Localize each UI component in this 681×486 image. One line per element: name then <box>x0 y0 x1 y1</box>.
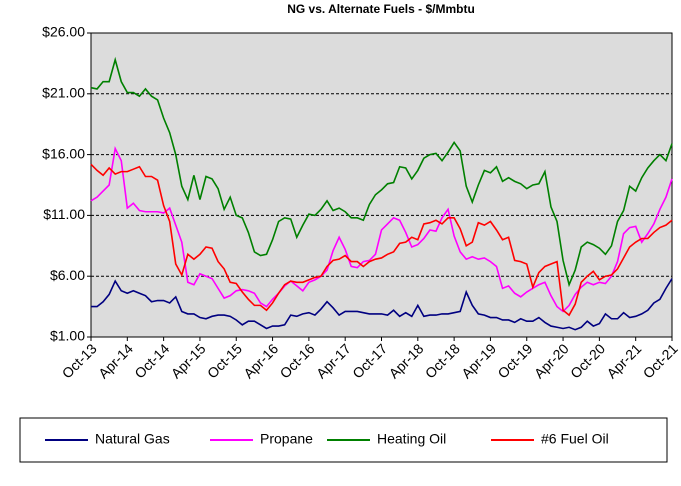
chart-title: NG vs. Alternate Fuels - $/Mmbtu <box>287 2 475 16</box>
x-tick-label: Apr-17 <box>313 340 354 381</box>
x-tick-label: Oct-16 <box>277 340 318 381</box>
x-tick-label: Oct-18 <box>422 340 463 381</box>
y-tick-label: $16.00 <box>42 145 85 161</box>
legend-label: #6 Fuel Oil <box>541 431 609 447</box>
x-tick-label: Oct-15 <box>204 340 245 381</box>
legend-label: Heating Oil <box>377 431 446 447</box>
legend-label: Propane <box>260 431 313 447</box>
y-tick-label: $6.00 <box>50 267 85 283</box>
x-tick-label: Oct-21 <box>640 340 681 381</box>
y-tick-label: $1.00 <box>50 328 85 344</box>
x-tick-label: Apr-20 <box>531 340 572 381</box>
x-tick-label: Oct-13 <box>59 340 100 381</box>
x-tick-label: Apr-21 <box>603 340 644 381</box>
y-tick-label: $26.00 <box>42 24 85 40</box>
y-tick-label: $11.00 <box>43 206 85 222</box>
x-tick-label: Oct-14 <box>131 340 172 381</box>
x-tick-label: Apr-14 <box>95 340 136 381</box>
x-tick-label: Apr-15 <box>168 340 209 381</box>
x-tick-label: Apr-16 <box>240 340 281 381</box>
x-tick-label: Oct-17 <box>349 340 390 381</box>
legend-label: Natural Gas <box>95 431 170 447</box>
x-tick-label: Oct-19 <box>494 340 535 381</box>
x-tick-label: Apr-18 <box>386 340 427 381</box>
y-tick-label: $21.00 <box>42 85 85 101</box>
series-line <box>91 278 673 331</box>
x-tick-label: Oct-20 <box>567 340 608 381</box>
series-line <box>90 56 673 288</box>
series-line <box>90 145 673 313</box>
plot-area <box>91 33 672 337</box>
x-tick-label: Apr-19 <box>458 340 499 381</box>
series-line <box>90 163 673 317</box>
